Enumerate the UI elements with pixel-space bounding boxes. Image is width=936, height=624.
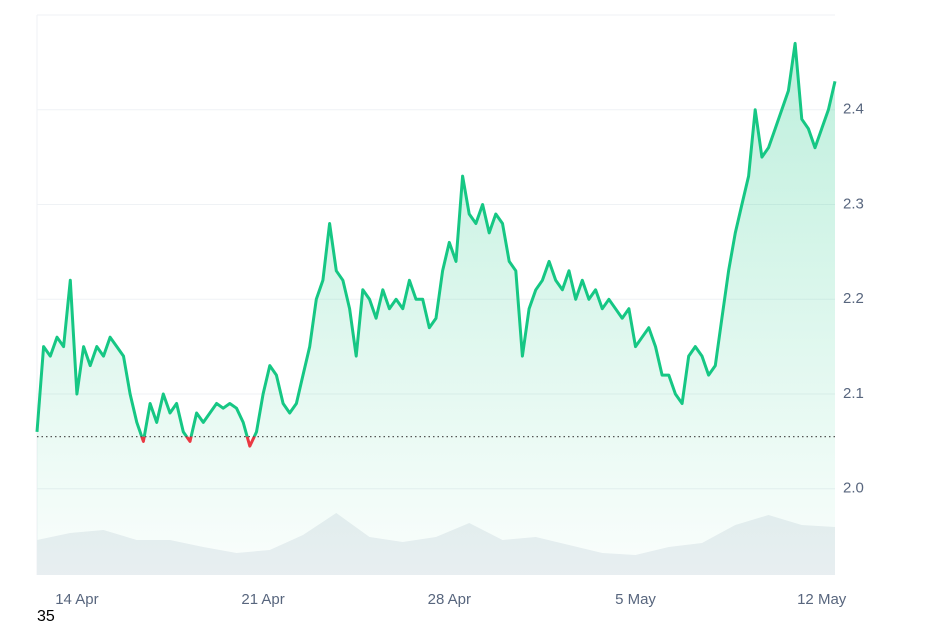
y-tick-label: 2.1 [843, 385, 864, 402]
x-tick-label: 21 Apr [241, 591, 284, 608]
y-tick-label: 2.2 [843, 290, 864, 307]
y-tick-label: 2.4 [843, 101, 864, 118]
price-line [35, 41, 837, 437]
y-tick-label: 2.0 [843, 480, 864, 497]
y-tick-label: 2.3 [843, 195, 864, 212]
footnote: 35 [37, 608, 55, 624]
x-tick-label: 28 Apr [428, 591, 471, 608]
x-tick-label: 12 May [797, 591, 847, 608]
x-tick-label: 14 Apr [55, 591, 98, 608]
x-tick-label: 5 May [615, 591, 656, 608]
price-area [37, 43, 835, 575]
